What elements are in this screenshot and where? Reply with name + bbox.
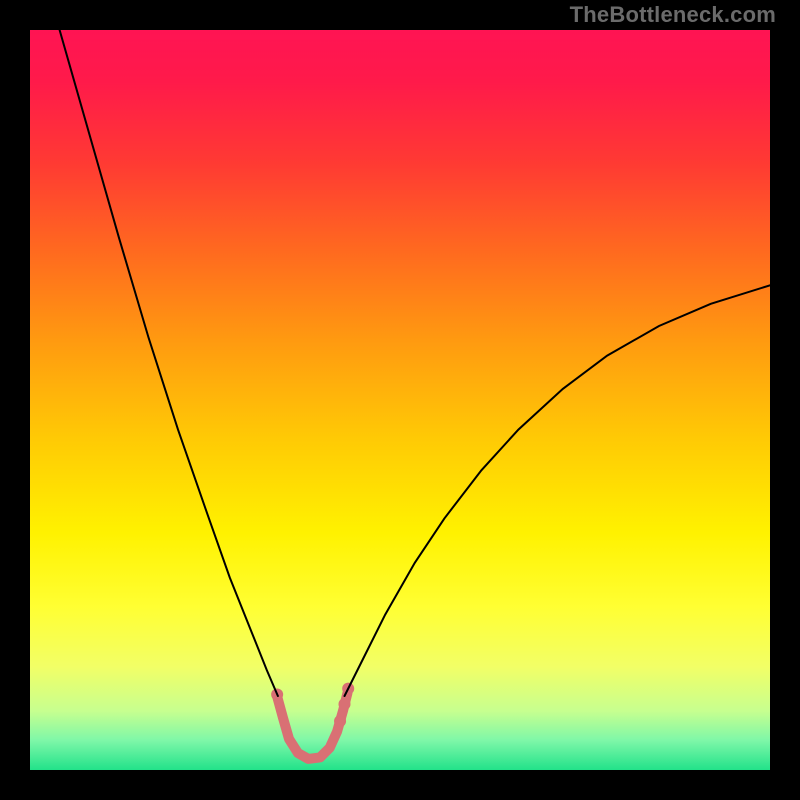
plot-svg (30, 30, 770, 770)
plot-area (30, 30, 770, 770)
chart-frame: TheBottleneck.com (0, 0, 800, 800)
marker-dot-1 (334, 715, 346, 727)
watermark-text: TheBottleneck.com (570, 2, 776, 28)
heat-gradient (30, 30, 770, 770)
marker-dot-2 (339, 698, 351, 710)
